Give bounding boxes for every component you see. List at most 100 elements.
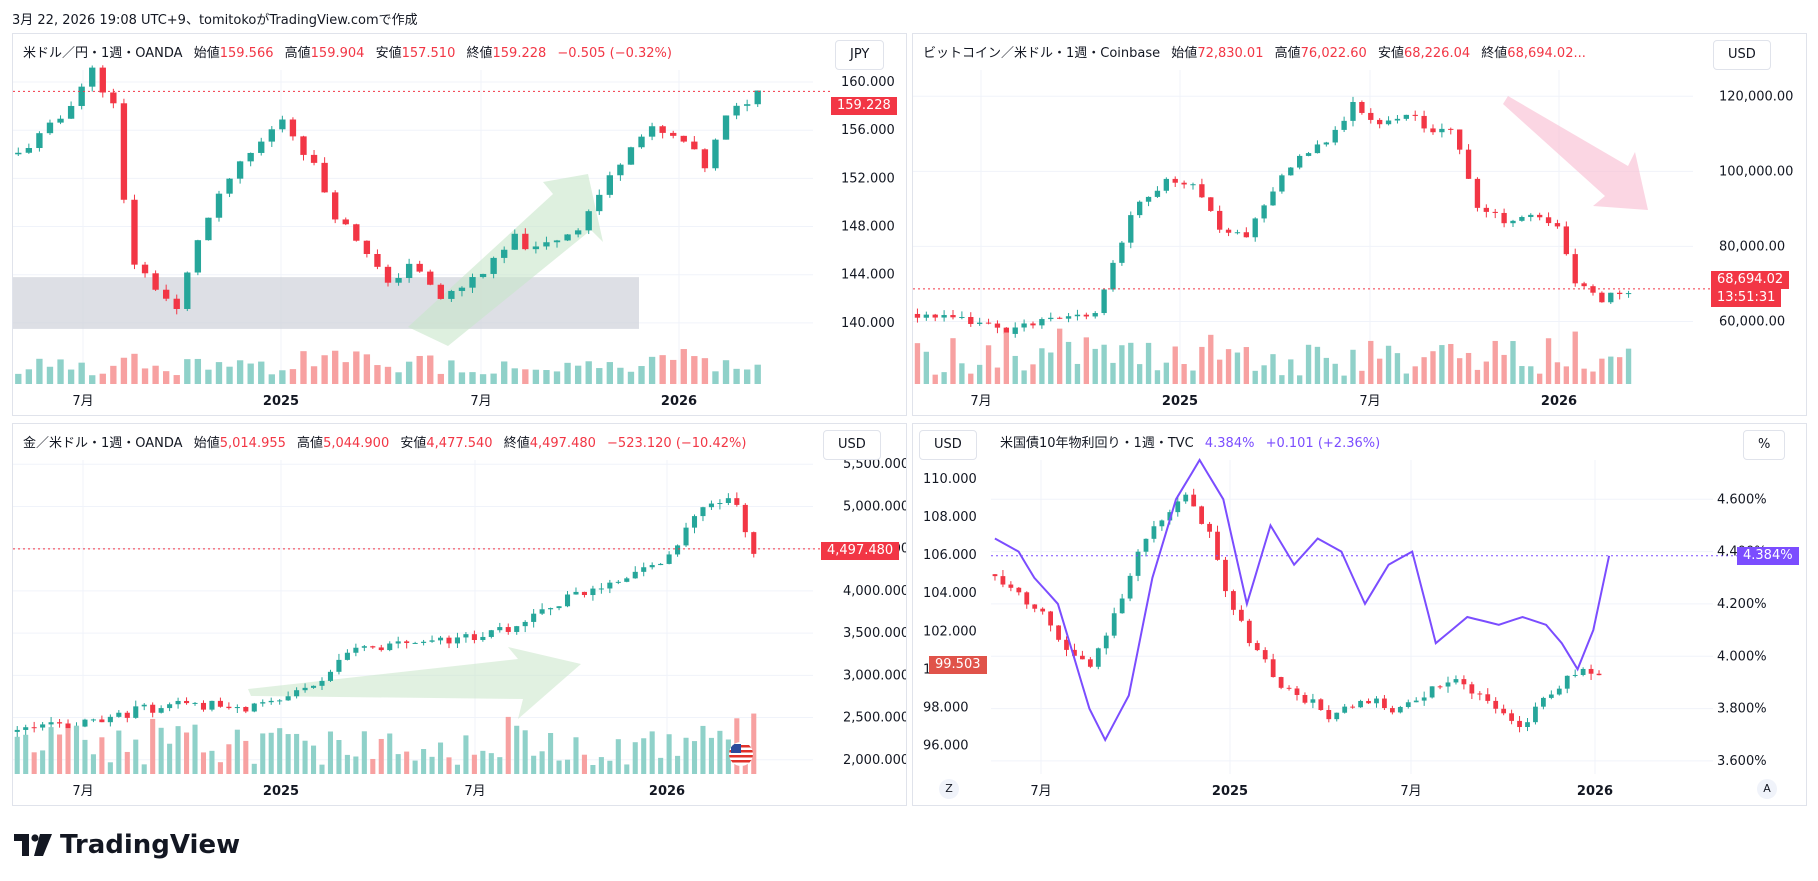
volume-bar bbox=[152, 365, 159, 384]
volume-bar bbox=[14, 736, 20, 774]
volume-bar bbox=[374, 365, 381, 384]
volume-bar bbox=[163, 371, 170, 384]
volume-bar bbox=[175, 726, 181, 774]
volume-bar bbox=[700, 725, 706, 774]
volume-bar bbox=[247, 363, 254, 384]
candle bbox=[968, 316, 974, 324]
legend-change: −0.505 (−0.32%) bbox=[557, 46, 672, 61]
volume-bar bbox=[427, 355, 434, 384]
candle bbox=[1032, 604, 1038, 609]
candle bbox=[120, 103, 128, 200]
x-axis-tick-label: 7月 bbox=[72, 394, 93, 409]
currency-unit-button[interactable]: USD bbox=[823, 430, 881, 460]
volume-bar bbox=[1252, 370, 1258, 384]
volume-bar bbox=[31, 752, 37, 774]
volume-bar bbox=[25, 369, 33, 384]
volume-bar bbox=[514, 725, 520, 774]
y-axis-tick-label: 152.000 bbox=[841, 171, 895, 186]
candle bbox=[1394, 118, 1401, 121]
tradingview-brand[interactable]: TradingView bbox=[14, 830, 240, 860]
chart-panel-xauusd[interactable]: 5,500.0005,000.0004,500.0004,000.0003,50… bbox=[12, 423, 907, 806]
candle bbox=[1137, 201, 1143, 216]
candle bbox=[184, 272, 191, 309]
candle bbox=[405, 263, 413, 279]
legend-low: 4,477.540 bbox=[426, 436, 493, 451]
volume-bar bbox=[120, 357, 128, 384]
volume-bar bbox=[370, 758, 376, 774]
chart-panel-us10y[interactable]: 110.000108.000106.000104.000102.000100.0… bbox=[912, 423, 1807, 806]
volume-bar bbox=[226, 744, 232, 774]
volume-bar bbox=[648, 356, 656, 384]
volume-bar bbox=[1261, 365, 1267, 384]
volume-bar bbox=[90, 754, 96, 774]
candle bbox=[1217, 210, 1223, 230]
candle bbox=[1421, 697, 1427, 701]
volume-bar bbox=[1448, 343, 1454, 384]
candle bbox=[416, 263, 423, 272]
left-axis-tick-label: 96.000 bbox=[923, 738, 969, 753]
candle bbox=[1181, 182, 1187, 185]
candle bbox=[300, 136, 307, 155]
volume-bar bbox=[421, 749, 427, 774]
volume-bar bbox=[1065, 341, 1072, 384]
volume-bar bbox=[200, 752, 207, 774]
chart-panel-btcusd[interactable]: 120,000.00 100,000.00 80,000.00 60,000.00 7月… bbox=[912, 33, 1807, 416]
candle bbox=[82, 719, 88, 727]
volume-bar bbox=[950, 338, 956, 384]
candle bbox=[1143, 538, 1149, 552]
legend-low: 157.510 bbox=[401, 46, 456, 61]
candle bbox=[1572, 254, 1578, 284]
y-axis-tick-label: 140.000 bbox=[841, 316, 895, 331]
volume-bar bbox=[1483, 361, 1489, 384]
candle bbox=[448, 290, 455, 299]
z-scale-button[interactable]: Z bbox=[939, 779, 959, 799]
right-unit-button[interactable]: % bbox=[1743, 430, 1786, 460]
volume-bar bbox=[209, 750, 215, 774]
volume-bar bbox=[1430, 351, 1436, 384]
trend-arrow-up bbox=[248, 647, 581, 719]
candle bbox=[110, 92, 117, 104]
left-unit-button[interactable]: USD bbox=[919, 430, 977, 460]
btcusd-chart-svg[interactable]: 120,000.00 100,000.00 80,000.00 60,000.00 7月… bbox=[913, 34, 1806, 415]
volume-bar bbox=[251, 763, 257, 774]
trend-arrow-up bbox=[408, 174, 603, 346]
volume-bar bbox=[556, 760, 562, 774]
candle bbox=[1183, 494, 1189, 502]
currency-unit-button[interactable]: USD bbox=[1713, 40, 1771, 70]
candle bbox=[247, 152, 254, 162]
volume-bar bbox=[1074, 363, 1081, 384]
xauusd-chart-svg[interactable]: 5,500.0005,000.0004,500.0004,000.0003,50… bbox=[13, 424, 906, 805]
volume-bar bbox=[294, 733, 300, 774]
volume-bar bbox=[471, 754, 477, 774]
currency-unit-button[interactable]: JPY bbox=[835, 40, 885, 70]
volume-bar bbox=[501, 361, 508, 384]
volume-bar bbox=[941, 372, 947, 384]
candle bbox=[1501, 212, 1507, 224]
candle bbox=[194, 240, 202, 273]
volume-bar bbox=[641, 738, 647, 774]
candle bbox=[152, 273, 159, 290]
candle bbox=[361, 646, 367, 648]
volume-bar bbox=[1519, 366, 1525, 384]
volume-bar bbox=[606, 362, 613, 384]
candle bbox=[1234, 232, 1241, 234]
volume-bar bbox=[1145, 342, 1152, 384]
candle bbox=[1461, 679, 1467, 685]
candle bbox=[1359, 102, 1365, 113]
volume-bar bbox=[236, 360, 244, 384]
volume-bar bbox=[607, 760, 613, 774]
auto-scale-button[interactable]: A bbox=[1757, 779, 1777, 799]
candle bbox=[321, 162, 328, 193]
chart-panel-usdjpy[interactable]: 160.000 156.000 152.000 148.000 144.000 140.0… bbox=[12, 33, 907, 416]
candle bbox=[310, 154, 318, 163]
candle bbox=[522, 233, 529, 250]
candle bbox=[1000, 576, 1006, 585]
candle bbox=[564, 234, 571, 241]
us10y-chart-svg[interactable]: 110.000108.000106.000104.000102.000100.0… bbox=[913, 424, 1806, 805]
candle bbox=[437, 637, 444, 641]
usdjpy-chart-svg[interactable]: 160.000 156.000 152.000 148.000 144.000 140.0… bbox=[13, 34, 906, 415]
us-flag-icon[interactable] bbox=[729, 742, 753, 766]
candle bbox=[1030, 323, 1036, 326]
volume-bar bbox=[67, 369, 75, 384]
candle bbox=[708, 503, 714, 508]
